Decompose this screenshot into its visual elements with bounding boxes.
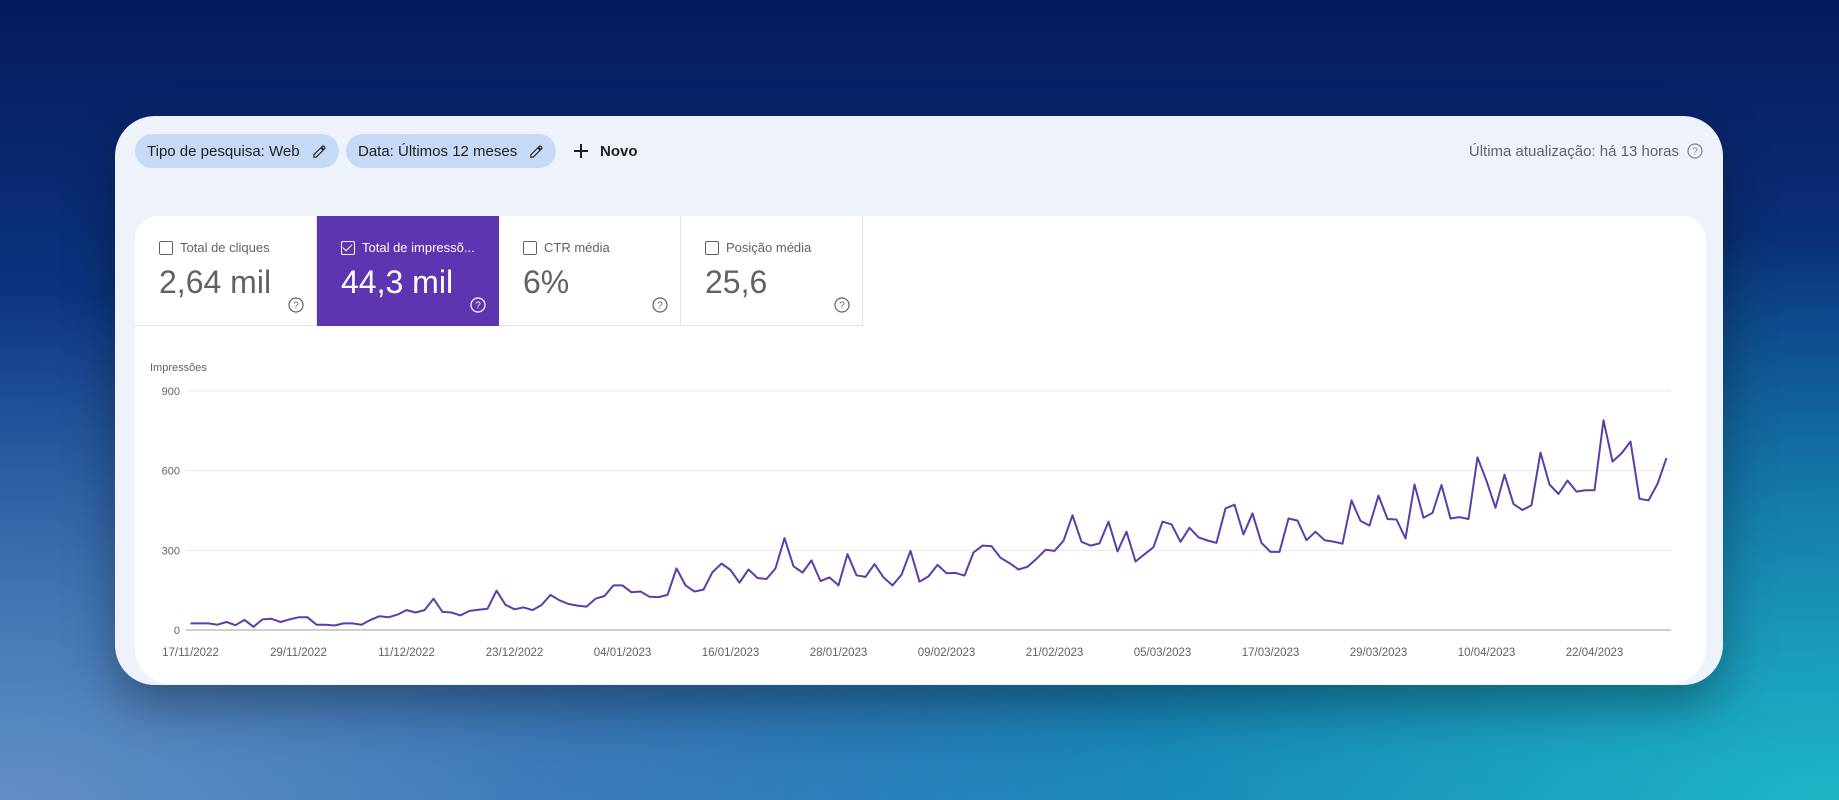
- x-tick-label: 04/01/2023: [594, 647, 652, 659]
- x-tick-label: 17/03/2023: [1242, 647, 1300, 659]
- y-tick-label: 900: [162, 386, 180, 398]
- new-filter-button[interactable]: Novo: [572, 134, 638, 168]
- plus-icon: [574, 144, 588, 158]
- report-panel: Total de cliques 2,64 mil ? Total de imp…: [135, 216, 1706, 684]
- x-tick-label: 05/03/2023: [1134, 647, 1192, 659]
- edit-pencil-icon: [530, 144, 543, 158]
- svg-text:?: ?: [1692, 147, 1698, 158]
- svg-text:?: ?: [839, 301, 845, 312]
- help-icon[interactable]: ?: [288, 297, 304, 313]
- x-tick-label: 09/02/2023: [918, 647, 976, 659]
- date-filter-label: Data: Últimos 12 meses: [358, 142, 518, 160]
- metric-value: 2,64 mil: [159, 264, 272, 300]
- search-type-label: Tipo de pesquisa: Web: [147, 142, 300, 160]
- metric-value: 44,3 mil: [341, 264, 454, 300]
- last-update-info: Última atualização: há 13 horas ?: [1469, 134, 1703, 168]
- metric-tile-impressions[interactable]: Total de impressõ... 44,3 mil ?: [317, 216, 499, 326]
- date-filter-chip[interactable]: Data: Últimos 12 meses: [346, 134, 557, 168]
- help-icon[interactable]: ?: [834, 297, 850, 313]
- filter-toolbar: Tipo de pesquisa: Web Data: Últimos 12 m…: [135, 134, 1703, 168]
- last-update-text: Última atualização: há 13 horas: [1468, 142, 1679, 160]
- metric-value: 6%: [523, 264, 570, 300]
- x-tick-label: 16/01/2023: [702, 647, 760, 659]
- impressions-line-chart: Impressões 0 300 600 900 17/11/2022 29/11/2022…: [150, 362, 1671, 659]
- checkbox-icon[interactable]: [159, 240, 173, 255]
- metric-value: 25,6: [705, 264, 768, 300]
- metric-tile-clicks[interactable]: Total de cliques 2,64 mil ?: [135, 216, 317, 326]
- x-tick-label: 11/12/2022: [378, 647, 435, 659]
- metric-tile-ctr[interactable]: CTR média 6% ?: [499, 216, 681, 326]
- checkbox-checked-icon[interactable]: [341, 240, 355, 255]
- y-tick-label: 600: [162, 466, 180, 478]
- search-type-filter-chip[interactable]: Tipo de pesquisa: Web: [135, 134, 339, 168]
- x-tick-label: 22/04/2023: [1566, 647, 1624, 659]
- metric-tile-position[interactable]: Posição média 25,6 ?: [681, 216, 863, 326]
- svg-text:?: ?: [657, 301, 663, 312]
- help-icon[interactable]: ?: [652, 297, 668, 313]
- x-tick-label: 29/11/2022: [270, 647, 327, 659]
- svg-text:?: ?: [293, 301, 299, 312]
- y-tick-label: 0: [174, 625, 180, 637]
- metric-label: CTR média: [544, 240, 610, 255]
- checkbox-icon[interactable]: [705, 240, 719, 255]
- x-tick-label: 28/01/2023: [810, 647, 868, 659]
- x-tick-label: 29/03/2023: [1350, 647, 1408, 659]
- x-tick-label: 21/02/2023: [1026, 647, 1084, 659]
- performance-card: Tipo de pesquisa: Web Data: Últimos 12 m…: [115, 116, 1723, 685]
- x-tick-label: 10/04/2023: [1458, 647, 1516, 659]
- edit-pencil-icon: [312, 144, 326, 158]
- y-axis-label: Impressões: [150, 362, 207, 374]
- x-tick-label: 17/11/2022: [162, 647, 219, 659]
- help-icon[interactable]: ?: [1687, 143, 1703, 159]
- metric-label: Total de cliques: [180, 240, 270, 255]
- new-filter-label: Novo: [600, 142, 638, 160]
- impressions-series-line: [190, 419, 1668, 628]
- svg-text:?: ?: [475, 301, 481, 312]
- help-icon[interactable]: ?: [470, 297, 486, 313]
- x-tick-label: 23/12/2022: [486, 647, 544, 659]
- y-tick-label: 300: [162, 545, 180, 557]
- metric-label: Posição média: [726, 240, 812, 255]
- checkbox-icon[interactable]: [523, 240, 537, 255]
- metric-tiles: Total de cliques 2,64 mil ? Total de imp…: [135, 216, 863, 326]
- metric-label: Total de impressõ...: [362, 240, 475, 255]
